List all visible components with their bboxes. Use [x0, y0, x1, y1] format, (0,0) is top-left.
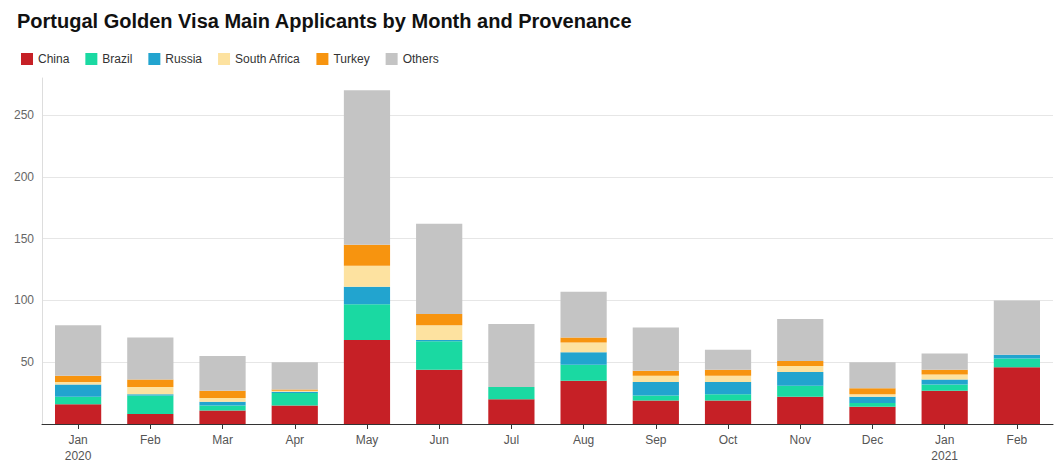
- svg-text:Jul: Jul: [504, 433, 519, 447]
- svg-text:Jun: Jun: [429, 433, 448, 447]
- svg-text:Feb: Feb: [140, 433, 161, 447]
- svg-text:China: China: [38, 52, 70, 66]
- svg-text:Feb: Feb: [1007, 433, 1028, 447]
- svg-text:Others: Others: [403, 52, 439, 66]
- svg-text:100: 100: [14, 293, 34, 307]
- svg-text:Jan: Jan: [68, 433, 87, 447]
- svg-text:South Africa: South Africa: [235, 52, 300, 66]
- svg-text:May: May: [356, 433, 379, 447]
- svg-text:2021: 2021: [931, 449, 958, 463]
- svg-text:Oct: Oct: [719, 433, 738, 447]
- svg-text:Turkey: Turkey: [333, 52, 369, 66]
- svg-text:Dec: Dec: [862, 433, 883, 447]
- svg-text:Portugal Golden Visa Main Appl: Portugal Golden Visa Main Applicants by …: [17, 10, 632, 32]
- svg-text:Russia: Russia: [165, 52, 202, 66]
- svg-text:150: 150: [14, 232, 34, 246]
- svg-text:Sep: Sep: [645, 433, 667, 447]
- svg-text:2020: 2020: [65, 449, 92, 463]
- svg-text:50: 50: [21, 355, 35, 369]
- svg-text:Jan: Jan: [935, 433, 954, 447]
- svg-text:200: 200: [14, 170, 34, 184]
- svg-text:Aug: Aug: [573, 433, 594, 447]
- svg-text:Nov: Nov: [790, 433, 811, 447]
- svg-text:250: 250: [14, 108, 34, 122]
- svg-text:Mar: Mar: [212, 433, 233, 447]
- svg-text:Brazil: Brazil: [102, 52, 132, 66]
- svg-text:Apr: Apr: [285, 433, 304, 447]
